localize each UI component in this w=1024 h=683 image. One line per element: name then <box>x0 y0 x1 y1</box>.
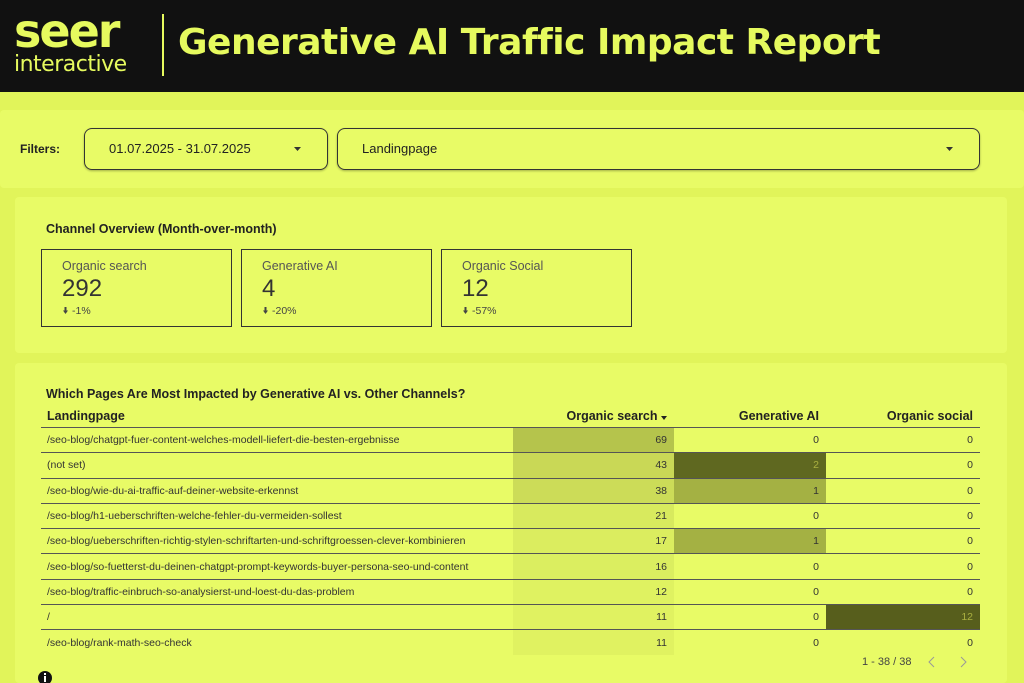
cell-value: 17 <box>513 528 674 554</box>
column-header: Generative AI <box>738 409 819 423</box>
cell-value: 69 <box>513 426 674 453</box>
landing-page: /seo-blog/h1-ueberschriften-welche-fehle… <box>41 502 513 529</box>
landing-page: /seo-blog/chatgpt-fuer-content-welches-m… <box>41 426 513 453</box>
table-row: /seo-blog/traffic-einbruch-so-analysiers… <box>41 578 980 605</box>
cell-value: 0 <box>674 629 826 655</box>
cell-value: 0 <box>826 578 980 605</box>
landing-page: /seo-blog/ueberschriften-richtig-stylen-… <box>41 528 513 554</box>
sort-arrow[interactable] <box>661 416 667 420</box>
cell-value: 0 <box>826 629 980 655</box>
metric-value: 292 <box>62 275 103 302</box>
table-row: /seo-blog/so-fuetterst-du-deinen-chatgpt… <box>41 553 980 580</box>
cell-value: 0 <box>674 502 826 529</box>
table-row: /11 0 12 <box>41 604 980 630</box>
pager-arrows[interactable] <box>928 656 972 668</box>
cell-value: 0 <box>674 426 826 453</box>
cell-value: 1 <box>674 477 826 504</box>
metric-change: -1% <box>72 305 91 317</box>
landing-page: (not set) <box>41 452 513 479</box>
column-header: Organic search <box>513 405 674 428</box>
divider <box>162 14 164 76</box>
cell-value: 38 <box>513 477 674 504</box>
table-row: (not set) 43 2 0 <box>41 452 980 479</box>
cell-value: 11 <box>513 604 674 630</box>
landing-page: /seo-blog/wie-du-ai-traffic-auf-deiner-w… <box>41 477 513 504</box>
metric-change: -20% <box>272 305 297 317</box>
pagination: 1 - 38 / 38 <box>862 656 912 668</box>
report-title: Generative AI Traffic Impact Report <box>178 22 881 63</box>
dimension-filter[interactable]: Landingpage <box>337 128 980 170</box>
table-row: /seo-blog/wie-du-ai-traffic-auf-deiner-w… <box>41 477 980 504</box>
dropdown-arrow <box>946 147 953 151</box>
metric-name: Generative AI <box>262 259 338 273</box>
cell-value: 43 <box>513 452 674 479</box>
cell-value: 11 <box>513 629 674 655</box>
overview-title: Channel Overview (Month-over-month) <box>46 222 277 236</box>
cell-value: 1 <box>674 528 826 554</box>
down-arrow <box>63 307 68 314</box>
table-row: /seo-blog/chatgpt-fuer-content-welches-m… <box>41 426 980 453</box>
cell-value: 0 <box>826 452 980 479</box>
metric-name: Organic Social <box>462 259 544 273</box>
column-header: Landingpage <box>47 409 125 423</box>
landing-page: /seo-blog/rank-math-seo-check <box>41 629 513 655</box>
data-table: Landingpage Organic search Generative AI O… <box>41 405 980 655</box>
filter-label: Filters: <box>20 142 61 156</box>
metric-value: 12 <box>462 275 489 302</box>
table-row: /seo-blog/rank-math-seo-check 11 0 0 <box>41 629 980 655</box>
cell-value: 0 <box>826 528 980 554</box>
table-row: /seo-blog/h1-ueberschriften-welche-fehle… <box>41 502 980 529</box>
metric-value: 4 <box>262 275 276 302</box>
cell-value: 0 <box>826 477 980 504</box>
cell-value: 12 <box>513 578 674 605</box>
header: seer interactive Generative AI Traffic I… <box>0 0 1024 92</box>
landing-page: /seo-blog/traffic-einbruch-so-analysiers… <box>41 578 513 605</box>
metric-name: Organic search <box>62 259 147 273</box>
cell-value: 0 <box>674 553 826 580</box>
scorecard: Organic search 292 -1% <box>41 249 232 327</box>
logo: seer <box>14 4 120 58</box>
cell-value: 0 <box>826 553 980 580</box>
dropdown-arrow <box>294 147 301 151</box>
date-filter[interactable]: 01.07.2025 - 31.07.2025 <box>84 128 328 170</box>
logo-subtitle: interactive <box>14 52 127 77</box>
down-arrow <box>463 307 468 314</box>
scorecard: Generative AI 4 -20% <box>241 249 432 327</box>
cell-value: 12 <box>826 604 980 630</box>
cell-value: 0 <box>674 604 826 630</box>
cell-value: 16 <box>513 553 674 580</box>
cell-value: 2 <box>674 452 826 479</box>
cell-value: 0 <box>674 578 826 605</box>
down-arrow <box>263 307 268 314</box>
scorecard: Organic Social 12 -57% <box>441 249 632 327</box>
info-icon[interactable] <box>37 670 53 683</box>
cell-value: 0 <box>826 426 980 453</box>
table-title: Which Pages Are Most Impacted by Generat… <box>46 387 466 401</box>
landing-page: /seo-blog/so-fuetterst-du-deinen-chatgpt… <box>41 553 513 580</box>
cell-value: 0 <box>826 502 980 529</box>
table-row: /seo-blog/ueberschriften-richtig-stylen-… <box>41 528 980 554</box>
cell-value: 21 <box>513 502 674 529</box>
metric-change: -57% <box>472 305 497 317</box>
filter-bar <box>0 110 1024 188</box>
landing-page: / <box>41 604 513 630</box>
overview-panel <box>15 197 1007 353</box>
date-range: 01.07.2025 - 31.07.2025 <box>109 141 251 156</box>
dimension: Landingpage <box>362 141 438 156</box>
column-header: Organic social <box>886 409 973 423</box>
